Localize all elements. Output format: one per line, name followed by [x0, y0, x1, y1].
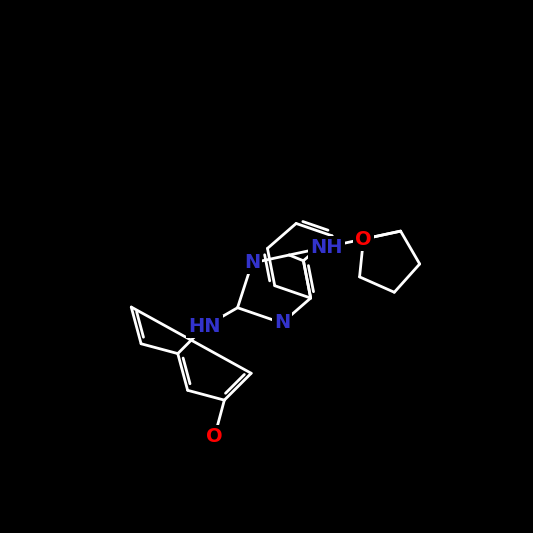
Text: N: N	[274, 313, 290, 333]
Text: O: O	[355, 230, 372, 248]
Text: NH: NH	[310, 238, 343, 256]
Text: HN: HN	[188, 317, 221, 336]
Text: O: O	[206, 427, 223, 446]
Text: N: N	[244, 254, 260, 272]
